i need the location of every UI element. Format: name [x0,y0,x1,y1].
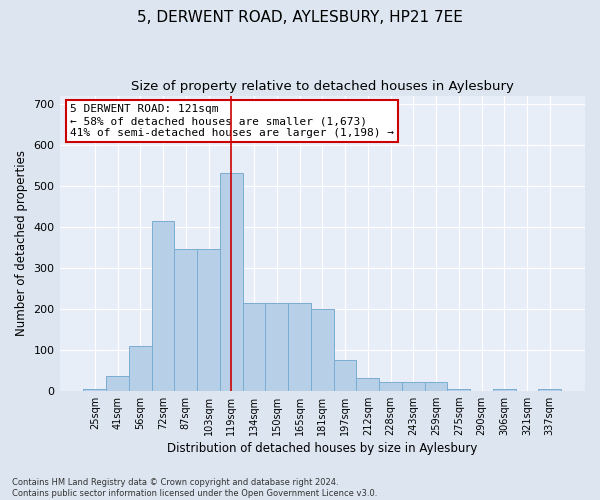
Text: 5, DERWENT ROAD, AYLESBURY, HP21 7EE: 5, DERWENT ROAD, AYLESBURY, HP21 7EE [137,10,463,25]
Bar [106,376,129,390]
Bar [83,388,106,390]
Bar [448,388,470,390]
Bar [152,220,175,390]
Bar [242,302,265,390]
Bar [265,302,288,390]
Bar [379,382,402,390]
Bar [175,250,197,390]
Y-axis label: Number of detached properties: Number of detached properties [15,150,28,336]
Bar [425,382,448,390]
Bar [129,346,152,391]
X-axis label: Distribution of detached houses by size in Aylesbury: Distribution of detached houses by size … [167,442,478,455]
Text: Contains HM Land Registry data © Crown copyright and database right 2024.
Contai: Contains HM Land Registry data © Crown c… [12,478,377,498]
Bar [288,302,311,390]
Bar [493,388,515,390]
Bar [311,308,334,390]
Bar [197,250,220,390]
Bar [538,388,561,390]
Bar [402,382,425,390]
Text: 5 DERWENT ROAD: 121sqm
← 58% of detached houses are smaller (1,673)
41% of semi-: 5 DERWENT ROAD: 121sqm ← 58% of detached… [70,104,394,138]
Bar [334,360,356,390]
Bar [220,174,242,390]
Title: Size of property relative to detached houses in Aylesbury: Size of property relative to detached ho… [131,80,514,93]
Bar [356,378,379,390]
